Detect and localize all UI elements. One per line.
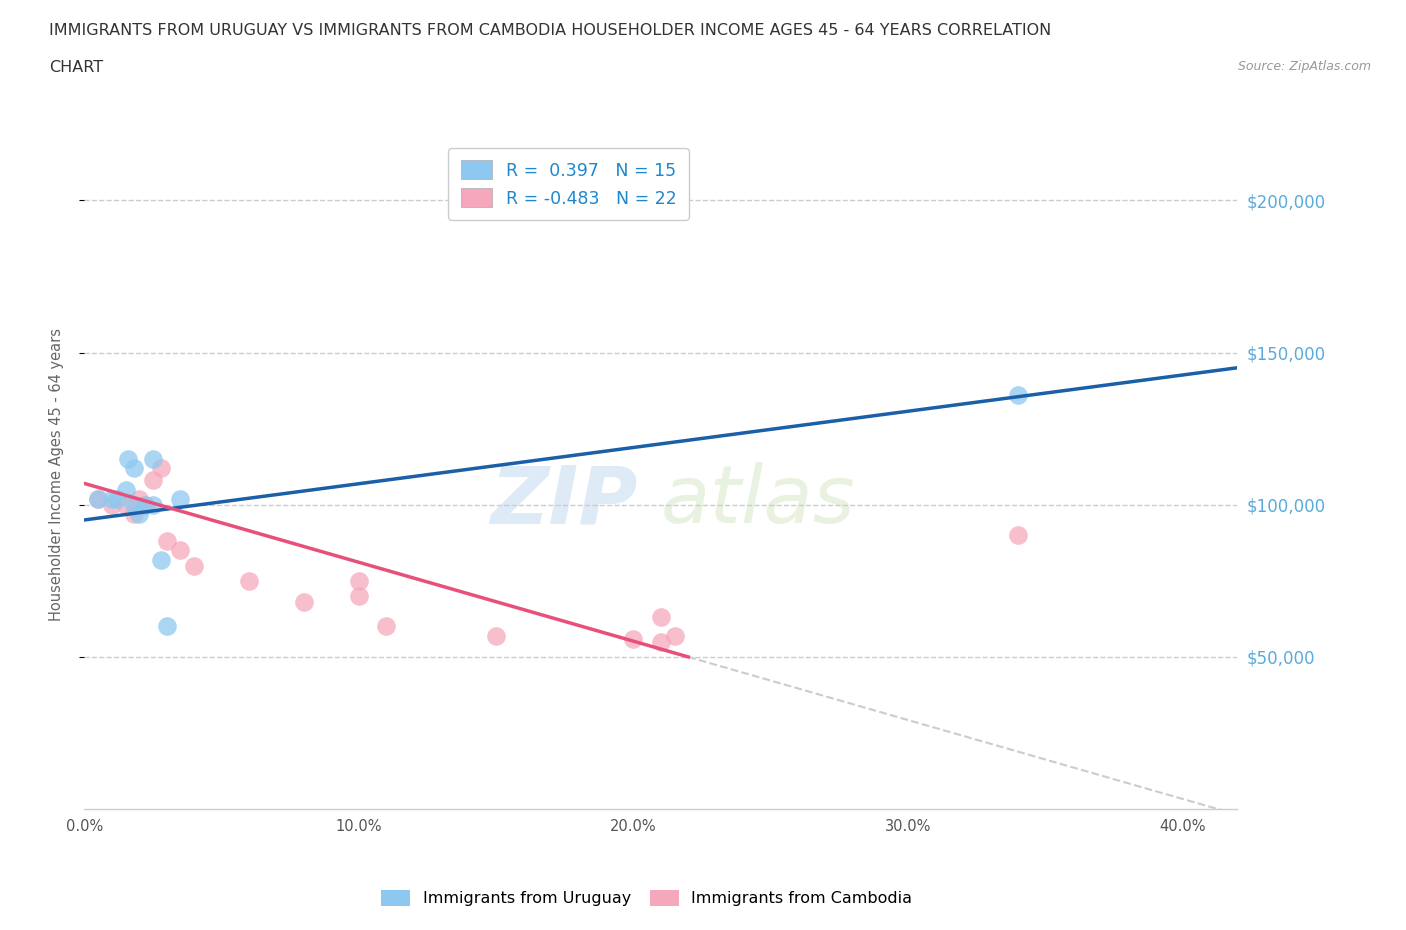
- Legend: R =  0.397   N = 15, R = -0.483   N = 22: R = 0.397 N = 15, R = -0.483 N = 22: [449, 148, 689, 219]
- Point: [101, 498, 124, 512]
- Point: [238, 574, 260, 589]
- Point: [128, 507, 150, 522]
- Point: [122, 498, 145, 512]
- Y-axis label: Householder Income Ages 45 - 64 years: Householder Income Ages 45 - 64 years: [49, 327, 63, 621]
- Point: [650, 610, 672, 625]
- Point: [292, 594, 315, 609]
- Point: [128, 491, 150, 506]
- Point: [142, 473, 165, 488]
- Text: ZIP: ZIP: [491, 462, 638, 540]
- Point: [621, 631, 644, 646]
- Point: [169, 491, 191, 506]
- Point: [169, 543, 191, 558]
- Point: [156, 534, 179, 549]
- Point: [347, 574, 370, 589]
- Point: [150, 460, 173, 475]
- Point: [87, 491, 110, 506]
- Point: [347, 589, 370, 604]
- Point: [122, 507, 145, 522]
- Point: [114, 498, 136, 512]
- Text: IMMIGRANTS FROM URUGUAY VS IMMIGRANTS FROM CAMBODIA HOUSEHOLDER INCOME AGES 45 -: IMMIGRANTS FROM URUGUAY VS IMMIGRANTS FR…: [49, 23, 1052, 38]
- Point: [117, 452, 139, 467]
- Point: [150, 552, 173, 567]
- Text: Source: ZipAtlas.com: Source: ZipAtlas.com: [1237, 60, 1371, 73]
- Point: [183, 558, 205, 573]
- Text: CHART: CHART: [49, 60, 103, 75]
- Point: [134, 498, 156, 512]
- Point: [664, 628, 686, 643]
- Text: atlas: atlas: [661, 462, 856, 540]
- Point: [1007, 388, 1029, 403]
- Point: [114, 482, 136, 497]
- Point: [650, 634, 672, 649]
- Point: [485, 628, 508, 643]
- Point: [142, 452, 165, 467]
- Point: [122, 460, 145, 475]
- Point: [105, 491, 128, 506]
- Point: [134, 498, 156, 512]
- Point: [1007, 527, 1029, 542]
- Point: [101, 491, 124, 506]
- Point: [142, 498, 165, 512]
- Point: [375, 619, 398, 634]
- Point: [156, 619, 179, 634]
- Point: [87, 491, 110, 506]
- Legend: Immigrants from Uruguay, Immigrants from Cambodia: Immigrants from Uruguay, Immigrants from…: [374, 884, 920, 912]
